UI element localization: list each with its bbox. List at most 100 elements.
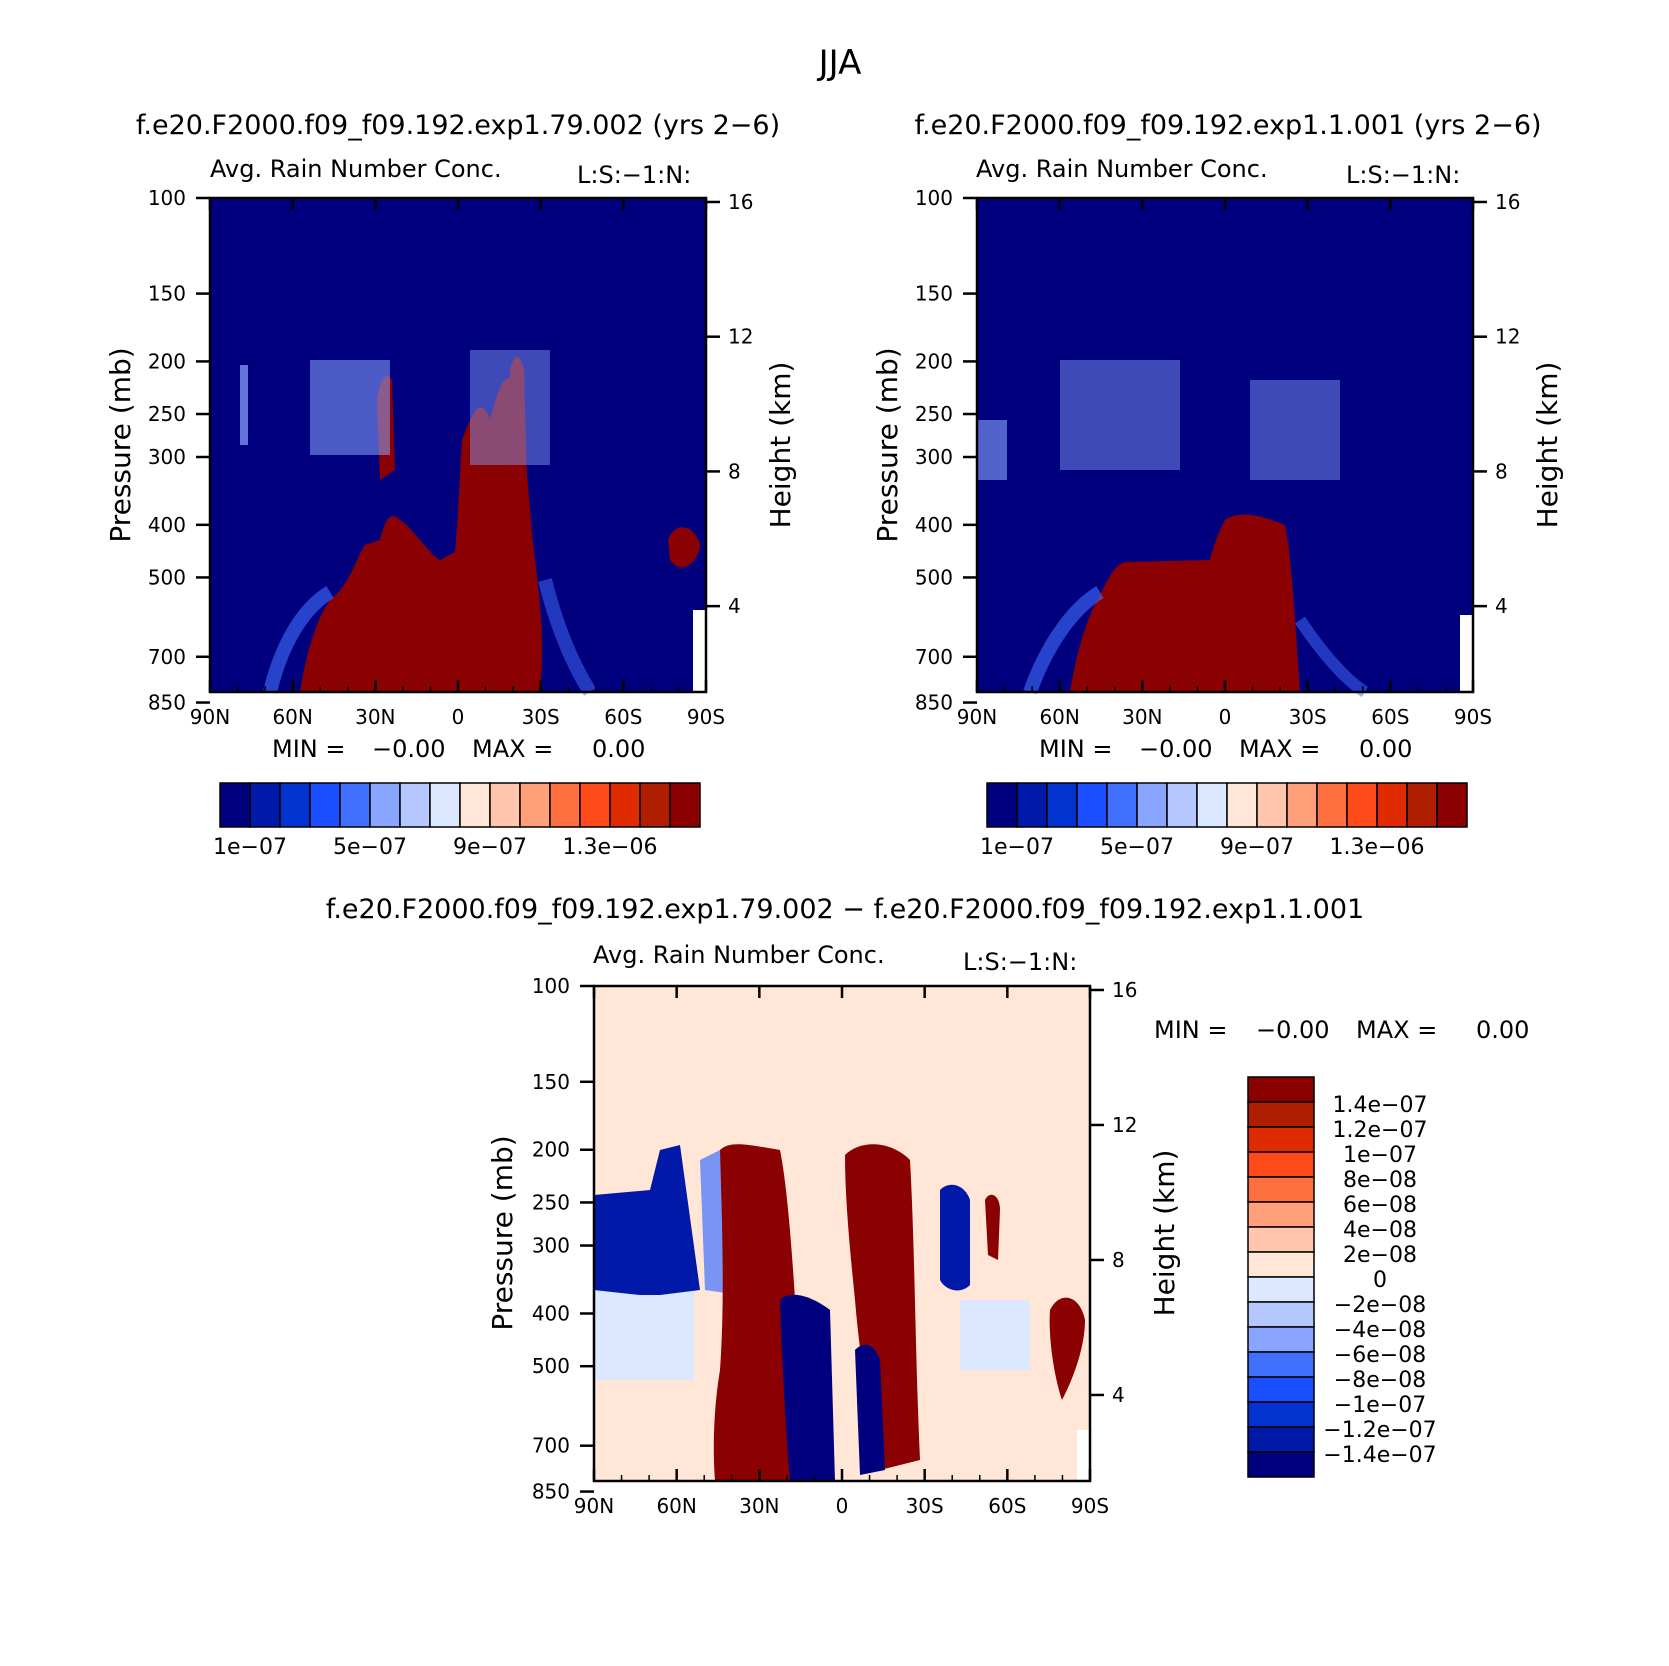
colorbar-tick-label: 8e−08 — [1343, 1168, 1417, 1193]
y-tick-label: 500 — [915, 565, 953, 589]
min-value: −0.00 — [1139, 735, 1213, 763]
max-value: 0.00 — [1476, 1016, 1529, 1044]
y-tick-label: 300 — [532, 1234, 570, 1258]
colorbar-labels: 1.4e−07 1.2e−07 1e−07 8e−08 6e−08 4e−08 … — [1323, 1093, 1436, 1468]
colorbar-swatch — [429, 782, 461, 828]
y-tick-label: 150 — [532, 1070, 570, 1094]
x-tick-label: 30S — [522, 705, 560, 729]
min-value: −0.00 — [372, 735, 446, 763]
colorbar-swatch — [1016, 782, 1048, 828]
y-axis-right: 16 12 8 4 — [706, 190, 753, 618]
colorbar — [986, 782, 1468, 828]
colorbar-tick-label: 1.3e−06 — [563, 835, 658, 860]
max-value: 0.00 — [592, 735, 645, 763]
colorbar-swatch — [1136, 782, 1168, 828]
plot-area — [592, 984, 1092, 1483]
colorbar-labels: 1e−07 5e−07 9e−07 1.3e−06 — [213, 835, 657, 860]
y-tick-label: 150 — [915, 282, 953, 306]
colorbar-swatch — [1247, 1251, 1315, 1278]
colorbar-swatch — [1076, 782, 1108, 828]
x-tick-label: 60S — [1371, 705, 1409, 729]
field-blue-core — [780, 1294, 835, 1481]
y-axis-left: 100 150 200 250 300 400 500 700 850 — [532, 974, 594, 1504]
colorbar-swatch — [489, 782, 521, 828]
y-right-tick-label: 12 — [728, 325, 753, 349]
field-cloud — [1060, 360, 1180, 470]
colorbar-tick-label: 1e−07 — [1343, 1143, 1417, 1168]
x-tick-label: 30N — [1122, 705, 1162, 729]
field-edge — [1295, 616, 1369, 698]
colorbar-swatch — [579, 782, 611, 828]
colorbar-swatch — [1247, 1376, 1315, 1403]
y-tick-label: 400 — [148, 513, 186, 537]
x-axis: 90N 60N 30N 0 30S 60S 90S — [190, 198, 725, 729]
colorbar-swatch — [1247, 1351, 1315, 1378]
y-tick-label: 400 — [915, 513, 953, 537]
colorbar-swatch — [279, 782, 311, 828]
x-tick-label: 0 — [452, 705, 465, 729]
y-axis-left: 100 150 200 250 300 400 500 700 850 — [148, 186, 210, 715]
colorbar-tick-label: −8e−08 — [1334, 1368, 1426, 1393]
plot-subtitle: L:S:−1:N: — [1346, 161, 1460, 189]
x-tick-label: 60N — [272, 705, 312, 729]
colorbar-tick-label: −2e−08 — [1334, 1293, 1426, 1318]
field-edge — [263, 586, 334, 694]
min-label: MIN = — [272, 735, 345, 763]
panel-title: f.e20.F2000.f09_f09.192.exp1.79.002 (yrs… — [136, 110, 780, 141]
y-label-right: Height (km) — [764, 362, 797, 529]
y-tick-label: 500 — [148, 565, 186, 589]
colorbar-swatch — [1286, 782, 1318, 828]
field-red-patch — [1049, 1297, 1085, 1400]
x-tick-label: 60N — [1039, 705, 1079, 729]
max-label: MAX = — [1356, 1016, 1437, 1044]
colorbar-swatch — [1247, 1451, 1315, 1478]
colorbar-tick-label: 6e−08 — [1343, 1193, 1417, 1218]
y-label-right: Height (km) — [1148, 1150, 1181, 1317]
colorbar-tick-label: 9e−07 — [453, 835, 527, 860]
colorbar-swatch — [1247, 1101, 1315, 1128]
colorbar-tick-label: 1.4e−07 — [1333, 1093, 1428, 1118]
colorbar-labels: 1e−07 5e−07 9e−07 1.3e−06 — [980, 835, 1424, 860]
colorbar-swatch — [1247, 1176, 1315, 1203]
field-edge — [538, 578, 596, 696]
field-plume — [510, 356, 528, 520]
max-label: MAX = — [1239, 735, 1320, 763]
colorbar-tick-label: 9e−07 — [1220, 835, 1294, 860]
x-tick-label: 90S — [1071, 1494, 1109, 1518]
panel-difference: f.e20.F2000.f09_f09.192.exp1.79.002 − f.… — [326, 894, 1530, 1518]
colorbar-tick-label: 5e−07 — [333, 835, 407, 860]
x-tick-label: 60N — [656, 1494, 696, 1518]
x-tick-label: 90S — [687, 705, 725, 729]
y-label-left: Pressure (mb) — [871, 347, 904, 542]
field-blob — [668, 527, 700, 568]
x-tick-label: 90N — [574, 1494, 614, 1518]
min-label: MIN = — [1039, 735, 1112, 763]
y-tick-label: 100 — [148, 186, 186, 210]
colorbar-tick-label: −4e−08 — [1334, 1318, 1426, 1343]
colorbar-swatch — [1247, 1076, 1315, 1103]
min-value: −0.00 — [1256, 1016, 1330, 1044]
field-cloud — [977, 420, 1007, 480]
field-cloud — [470, 350, 550, 465]
panel-title: f.e20.F2000.f09_f09.192.exp1.79.002 − f.… — [326, 894, 1364, 925]
y-right-tick-label: 4 — [728, 594, 741, 618]
plot-area — [975, 196, 1475, 698]
y-tick-label: 250 — [148, 402, 186, 426]
x-tick-label: 90N — [190, 705, 230, 729]
colorbar-swatch — [339, 782, 371, 828]
y-label-left: Pressure (mb) — [486, 1135, 519, 1330]
colorbar-swatch — [1376, 782, 1408, 828]
colorbar — [219, 782, 701, 828]
y-tick-label: 250 — [532, 1190, 570, 1214]
y-right-tick-label: 4 — [1495, 594, 1508, 618]
y-axis-right: 16 12 8 4 — [1090, 978, 1137, 1407]
panel-right: f.e20.F2000.f09_f09.192.exp1.1.001 (yrs … — [871, 110, 1564, 860]
y-tick-label: 500 — [532, 1354, 570, 1378]
y-tick-label: 250 — [915, 402, 953, 426]
field-red — [713, 1144, 800, 1481]
field-red-patch — [985, 1194, 1000, 1260]
y-label-left: Pressure (mb) — [104, 347, 137, 542]
colorbar-swatch — [1436, 782, 1468, 828]
x-tick-label: 90N — [957, 705, 997, 729]
